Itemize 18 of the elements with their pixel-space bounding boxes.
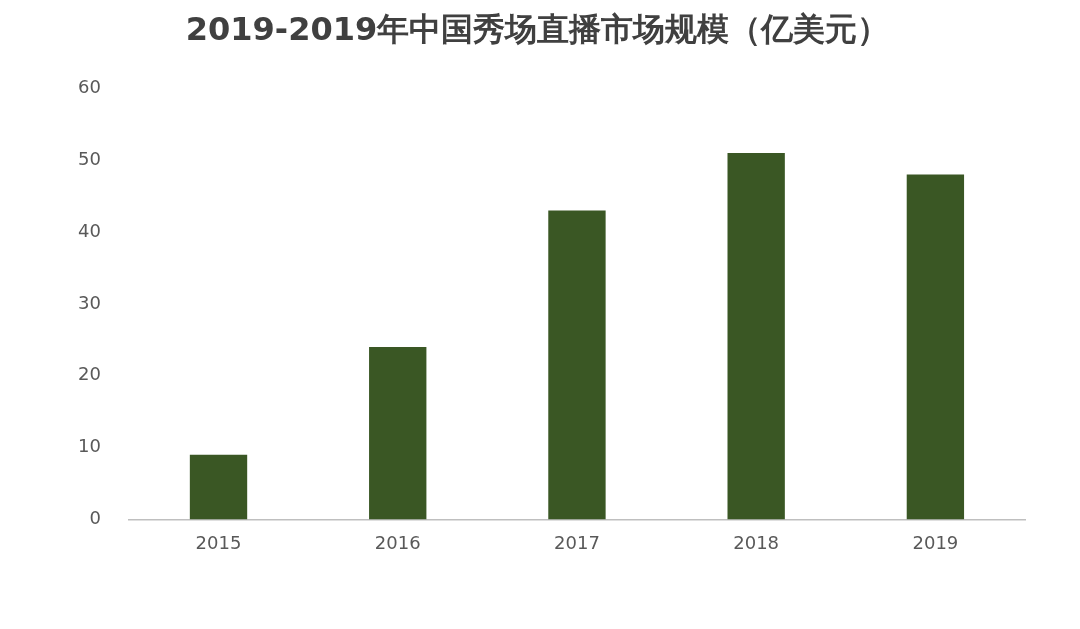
x-tick-label: 2017 — [554, 531, 600, 553]
y-tick-label: 40 — [78, 219, 101, 241]
bar — [369, 347, 427, 520]
x-tick-label: 2015 — [195, 531, 242, 553]
bar — [727, 153, 785, 520]
x-tick-label: 2016 — [374, 531, 421, 553]
y-tick-label: 20 — [78, 363, 101, 385]
y-tick-label: 50 — [78, 147, 101, 169]
y-tick-label: 30 — [78, 291, 101, 313]
chart-title: 2019-2019年中国秀场直播市场规模（亿美元） — [185, 9, 890, 48]
y-tick-label: 60 — [78, 76, 101, 98]
bar — [189, 454, 248, 520]
x-tick-label: 2018 — [733, 531, 780, 553]
bar — [548, 210, 606, 520]
y-tick-label: 10 — [78, 435, 101, 457]
bar — [906, 174, 965, 520]
y-tick-label: 0 — [89, 507, 101, 529]
x-tick-label: 2019 — [912, 531, 959, 553]
